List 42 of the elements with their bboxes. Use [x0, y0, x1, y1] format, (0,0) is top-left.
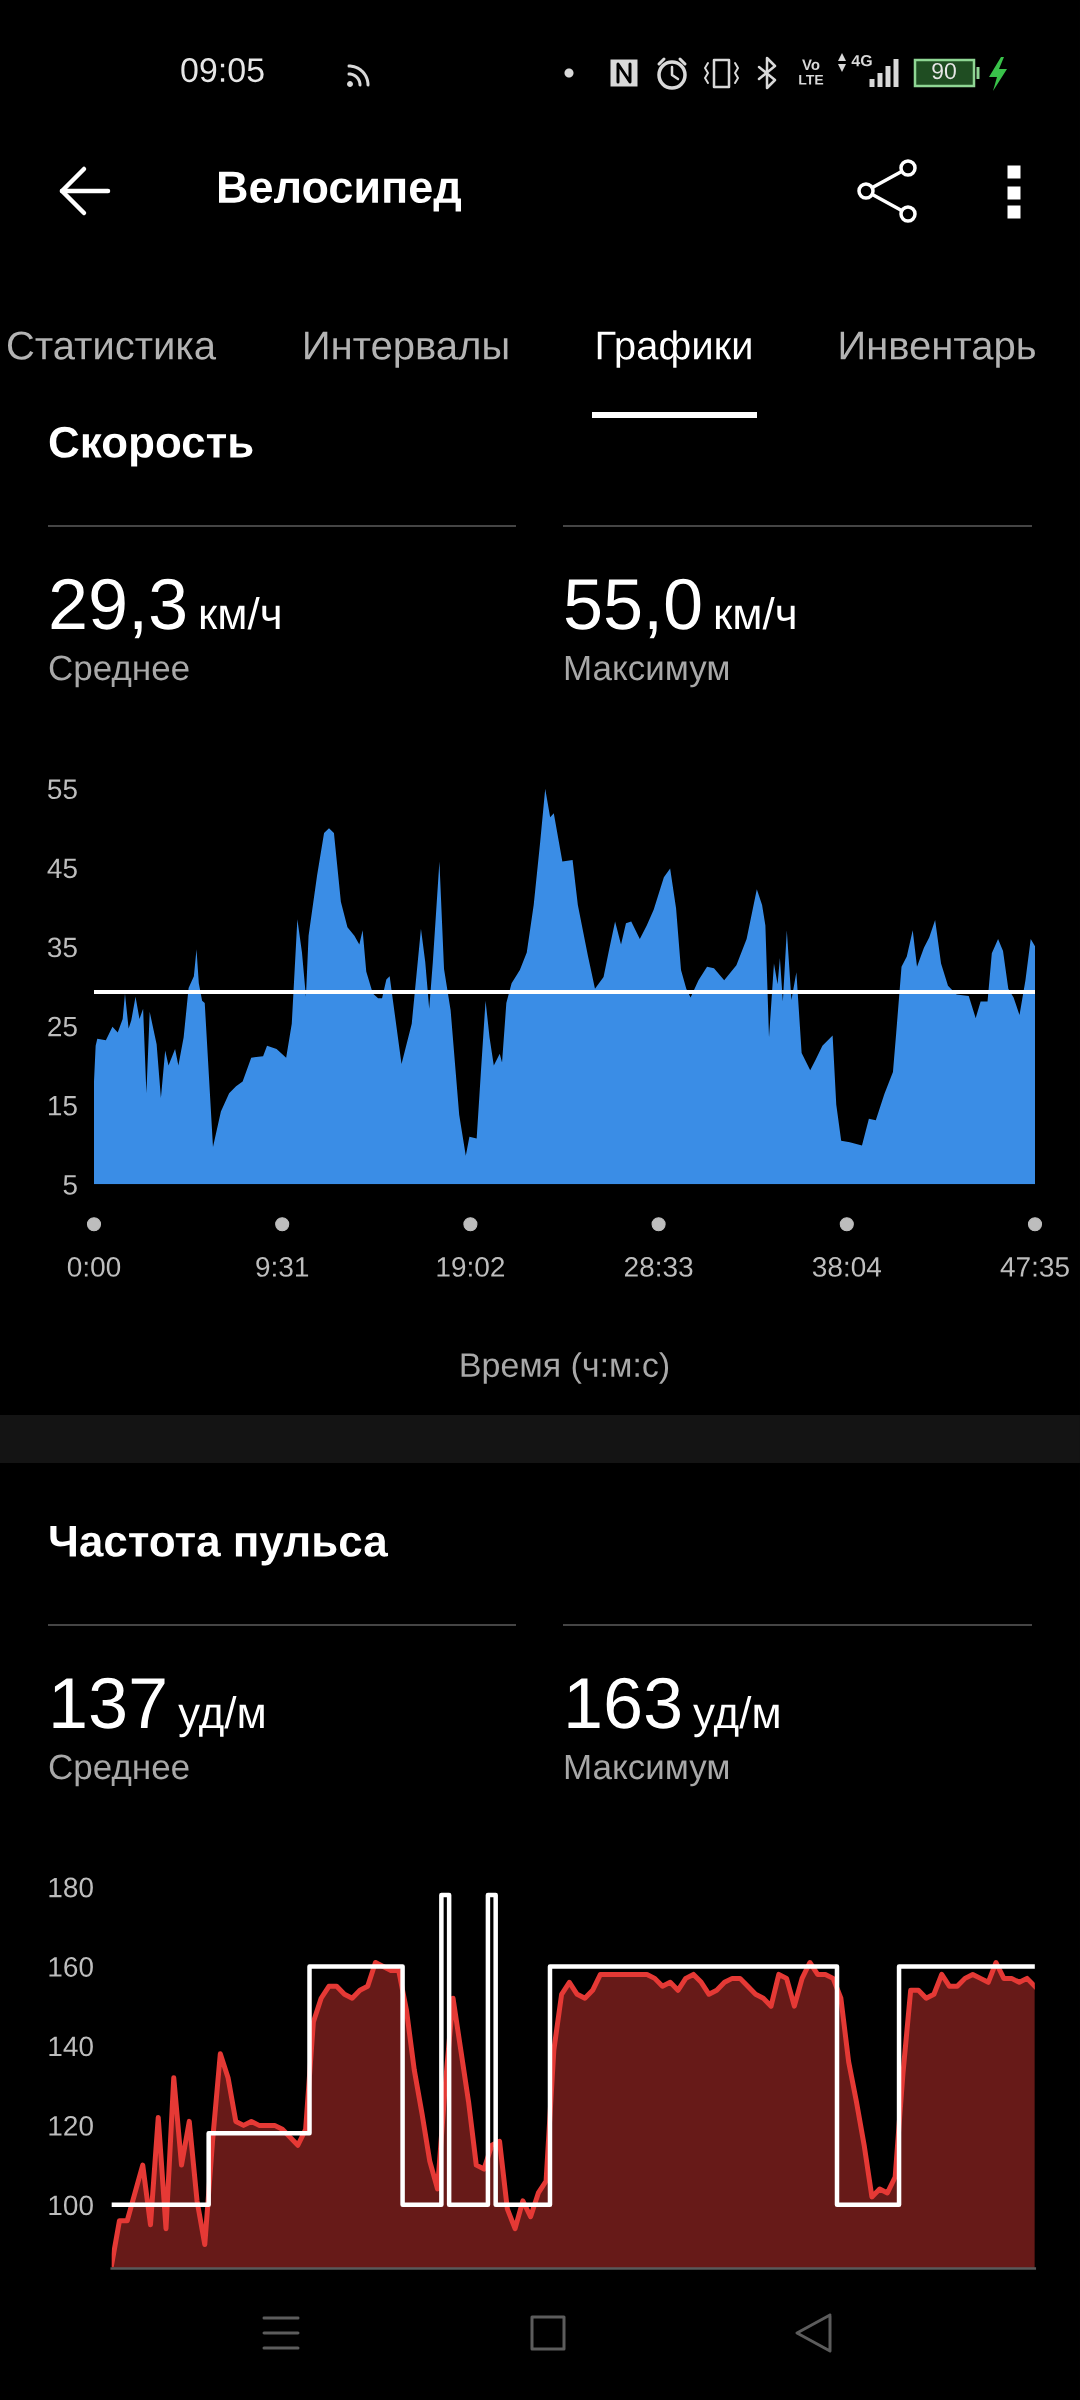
text: Максимум: [565, 1754, 728, 1787]
text: Среднее: [49, 1754, 189, 1787]
text: км/ч: [715, 597, 795, 630]
chart-title: Скорость: [49, 426, 253, 467]
y-tick-label: 160: [49, 1957, 93, 1977]
text: 163: [568, 1677, 680, 1729]
y-tick-label: 35: [47, 937, 77, 958]
text: 137: [53, 1677, 165, 1729]
y-tick-label: 5: [63, 1175, 77, 1195]
x-tick-label: 28:33: [624, 1257, 693, 1277]
x-tick-label: 47:35: [1000, 1257, 1069, 1277]
text: Статистика: [8, 331, 217, 360]
text: Максимум: [565, 655, 728, 688]
text: Интервалы: [305, 331, 508, 368]
y-tick-label: 180: [49, 1877, 93, 1898]
chart-title: Частота пульса: [50, 1526, 389, 1566]
text: 4G: [851, 54, 872, 67]
text: LTE: [799, 74, 824, 85]
text: Графики: [597, 330, 751, 368]
text: 09:05: [181, 58, 264, 83]
text: 55,0: [565, 578, 701, 639]
y-tick-label: 55: [47, 779, 77, 800]
text: Велосипед: [219, 171, 461, 212]
y-tick-label: 140: [49, 2036, 93, 2057]
y-tick-label: 100: [49, 2195, 93, 2216]
y-tick-label: 45: [47, 858, 77, 879]
x-axis-title: Время (ч:м:с): [461, 1352, 669, 1384]
text: 90: [932, 62, 956, 80]
text: Инвентарь: [840, 331, 1035, 368]
x-tick-label: 9:31: [256, 1257, 309, 1277]
x-tick-label: 0:00: [67, 1257, 121, 1277]
y-tick-label: 15: [48, 1096, 77, 1116]
text: Среднее: [49, 655, 189, 688]
text: уд/м: [178, 1696, 264, 1738]
text: уд/м: [693, 1696, 779, 1738]
y-tick-label: 25: [48, 1016, 77, 1037]
text: 29,3: [51, 578, 185, 639]
text: Vo: [802, 59, 820, 71]
text: км/ч: [200, 597, 280, 630]
x-tick-label: 38:04: [812, 1257, 882, 1277]
y-tick-label: 120: [49, 2115, 93, 2136]
x-tick-label: 19:02: [437, 1257, 505, 1277]
